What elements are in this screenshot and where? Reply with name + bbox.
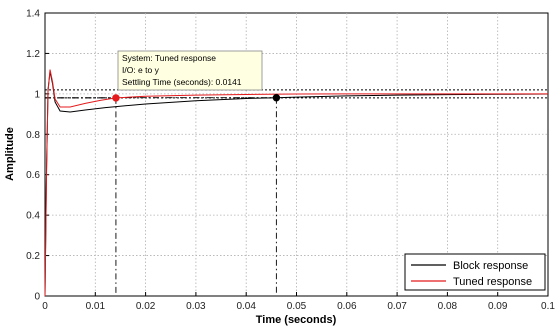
legend-label-tuned: Tuned response [453, 276, 532, 288]
legend-label-block: Block response [453, 260, 528, 272]
y-tick-label: 0.8 [26, 130, 40, 141]
grid-lines [44, 12, 549, 297]
legend[interactable]: Block response Tuned response [404, 253, 546, 291]
x-tick-label: 0.07 [387, 301, 407, 312]
settling-marker-block[interactable] [272, 93, 281, 102]
x-tick-label: 0.06 [337, 301, 357, 312]
x-tick-label: 0.04 [236, 301, 256, 312]
legend-box [404, 253, 546, 291]
x-axis-title: Time (seconds) [256, 314, 337, 326]
y-tick-label: 0.4 [26, 211, 40, 222]
x-tick-label: 0 [42, 301, 48, 312]
series-lines [44, 69, 549, 297]
settling-marker-tuned[interactable] [112, 94, 120, 102]
y-tick-label: 0.6 [26, 170, 40, 181]
datatip-line-system: System: Tuned response [122, 53, 216, 63]
datatip-line-io: I/O: e to y [122, 65, 160, 75]
x-tick-label: 0.01 [86, 301, 106, 312]
y-axis-title: Amplitude [4, 127, 16, 181]
settling-guides [45, 97, 277, 296]
x-tick-label: 0.08 [438, 301, 458, 312]
x-tick-label: 0.1 [541, 301, 555, 312]
y-tick-labels: 0 0.2 0.4 0.6 0.8 1 1.2 1.4 [26, 9, 40, 303]
datatip-box [117, 50, 263, 91]
x-tick-label: 0.02 [136, 301, 156, 312]
y-tick-label: 0 [34, 292, 40, 303]
y-tick-label: 1.2 [26, 49, 40, 60]
datatip[interactable]: System: Tuned response I/O: e to y Settl… [117, 50, 263, 91]
x-tick-label: 0.05 [287, 301, 307, 312]
x-tick-label: 0.03 [186, 301, 206, 312]
y-tick-label: 1.4 [26, 9, 40, 20]
y-tick-label: 1 [34, 89, 40, 100]
series-line-tuned[interactable] [44, 69, 548, 297]
datatip-line-settling: Settling Time (seconds): 0.0141 [122, 77, 242, 87]
x-tick-label: 0.09 [488, 301, 508, 312]
y-tick-label: 0.2 [26, 251, 40, 262]
settling-markers [112, 93, 281, 102]
x-tick-labels: 0 0.01 0.02 0.03 0.04 0.05 0.06 0.07 0.08 0.09 0.1 [42, 301, 555, 312]
